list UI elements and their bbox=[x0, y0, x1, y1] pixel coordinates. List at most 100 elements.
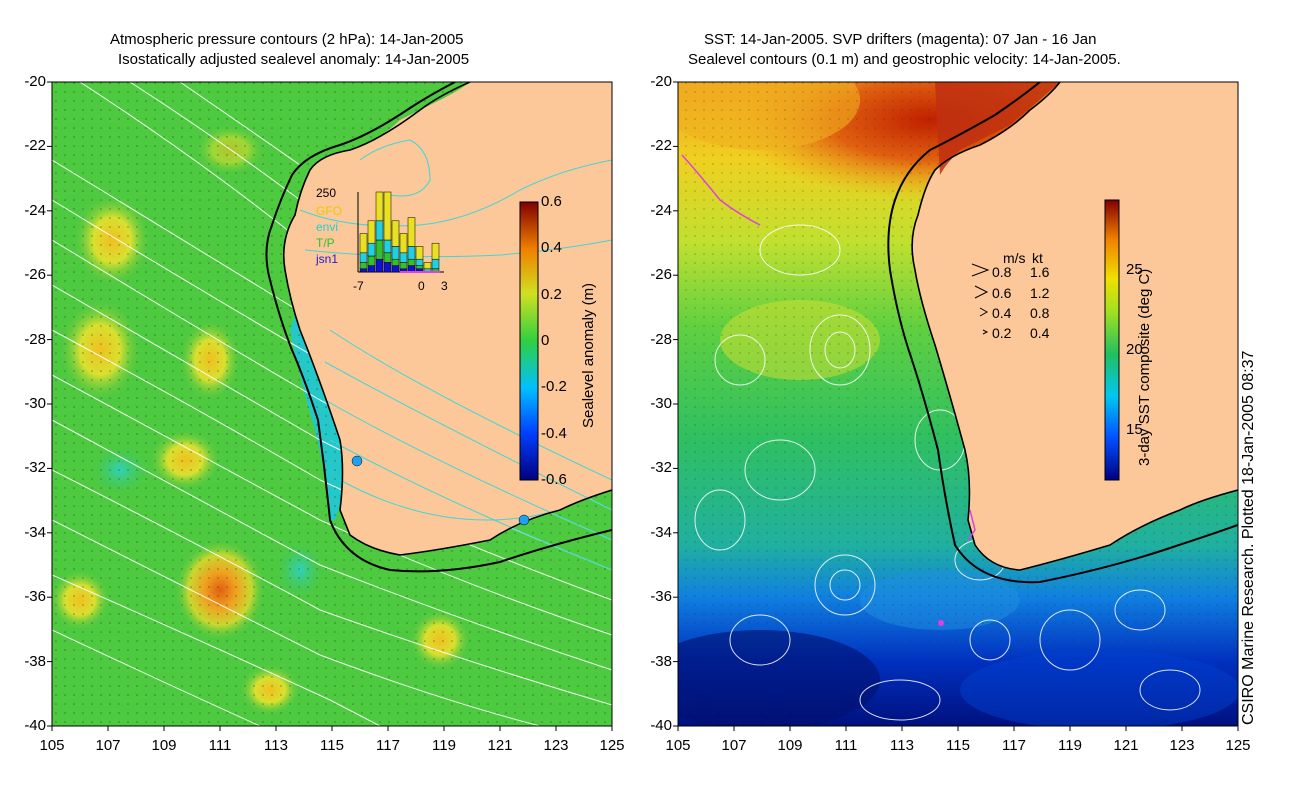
velocity-legend-kt-0: 1.6 bbox=[1030, 264, 1050, 280]
inset-xtick-2: 3 bbox=[441, 279, 448, 293]
lat-tick-label-right: -22 bbox=[650, 137, 672, 155]
right-colorbar bbox=[1104, 199, 1120, 481]
inset-bar-segment bbox=[391, 265, 400, 273]
inset-bar-segment bbox=[407, 246, 416, 260]
lon-tick-label-left: 107 bbox=[95, 737, 121, 754]
velocity-legend-kt-2: 0.8 bbox=[1030, 305, 1050, 321]
lon-tick-label-right: 109 bbox=[777, 737, 803, 754]
lon-tick-label-right: 125 bbox=[1225, 737, 1251, 754]
left-colorbar-tick: -0.4 bbox=[541, 424, 567, 442]
lon-tick-label-left: 121 bbox=[487, 737, 513, 754]
lat-tick-label-left: -22 bbox=[24, 137, 46, 155]
inset-legend-tp: T/P bbox=[316, 236, 335, 250]
lat-tick-label-left: -38 bbox=[24, 652, 46, 670]
lon-tick-label-right: 117 bbox=[1002, 737, 1026, 754]
left-colorbar-tick: -0.6 bbox=[541, 471, 567, 488]
inset-bar-segment bbox=[375, 220, 384, 241]
lat-tick-label-right: -24 bbox=[650, 201, 672, 219]
velocity-legend-kt-3: 0.4 bbox=[1030, 325, 1050, 341]
left-colorbar-label: Sealevel anomaly (m) bbox=[580, 282, 597, 428]
velocity-legend-ms-0: 0.8 bbox=[992, 264, 1012, 280]
lat-tick-label-right: -40 bbox=[650, 717, 672, 734]
inset-ymax-label: 250 bbox=[316, 186, 337, 200]
lat-tick-label-left: -30 bbox=[24, 395, 46, 412]
inset-xtick-1: 0 bbox=[418, 279, 425, 293]
inset-bar-segment bbox=[391, 258, 400, 266]
inset-bar-segment bbox=[359, 252, 368, 263]
inset-legend-envi: envi bbox=[316, 220, 339, 234]
velocity-legend-ms-2: 0.4 bbox=[992, 305, 1012, 321]
lat-tick-label-left: -40 bbox=[24, 717, 46, 734]
inset-bar-segment bbox=[367, 220, 376, 244]
lon-tick-label-left: 123 bbox=[543, 737, 569, 754]
left-title-line1: Atmospheric pressure contours (2 hPa): 1… bbox=[110, 31, 464, 48]
inset-bar-segment bbox=[423, 262, 432, 270]
inset-legend-gfo: GFO bbox=[316, 204, 342, 218]
inset-chart bbox=[357, 191, 444, 273]
velocity-legend-header-ms: m/s bbox=[1003, 250, 1026, 266]
inset-bar-segment bbox=[415, 265, 424, 270]
lat-tick-label-right: -36 bbox=[650, 588, 672, 606]
lat-tick-label-left: -20 bbox=[24, 73, 46, 90]
lat-tick-label-right: -30 bbox=[650, 395, 672, 412]
lon-tick-label-left: 125 bbox=[599, 737, 625, 754]
lat-tick-label-right: -32 bbox=[650, 459, 672, 477]
right-colorbar-label: 3-day SST composite (deg C) bbox=[1136, 268, 1153, 466]
left-colorbar-tick: 0 bbox=[541, 332, 550, 349]
lon-tick-label-right: 119 bbox=[1058, 737, 1082, 754]
lon-tick-label-left: 119 bbox=[432, 737, 456, 754]
inset-legend-jsn1: jsn1 bbox=[316, 252, 339, 266]
velocity-legend-ms-1: 0.6 bbox=[992, 285, 1012, 301]
inset-bar-segment bbox=[383, 239, 392, 254]
lon-tick-label-left: 105 bbox=[39, 737, 65, 754]
inset-bar-segment bbox=[383, 252, 392, 263]
lat-tick-label-left: -26 bbox=[24, 266, 46, 284]
inset-bar-segment bbox=[391, 246, 400, 260]
right-map bbox=[678, 82, 1238, 726]
lat-tick-label-left: -24 bbox=[24, 201, 46, 219]
inset-bar-segment bbox=[399, 262, 408, 270]
right-title-line2: Sealevel contours (0.1 m) and geostrophi… bbox=[688, 51, 1121, 68]
left-colorbar-tick: 0.4 bbox=[541, 239, 562, 257]
inset-bar-segment bbox=[367, 265, 376, 273]
lon-tick-label-left: 117 bbox=[376, 737, 400, 754]
lon-tick-label-right: 105 bbox=[665, 737, 691, 754]
inset-bar-segment bbox=[399, 252, 408, 263]
inset-bar-segment bbox=[407, 217, 416, 247]
lon-tick-label-right: 113 bbox=[890, 737, 914, 754]
inset-bar-segment bbox=[431, 258, 440, 270]
inset-bar-segment bbox=[383, 191, 392, 241]
inset-bar-segment bbox=[367, 255, 376, 266]
credit-text: CSIRO Marine Research. Plotted 18-Jan-20… bbox=[1240, 350, 1257, 725]
inset-bar-segment bbox=[391, 220, 400, 247]
right-title-line1: SST: 14-Jan-2005. SVP drifters (magenta)… bbox=[704, 31, 1097, 48]
inset-bar-segment bbox=[383, 262, 392, 273]
velocity-legend-header-kt: kt bbox=[1032, 250, 1043, 266]
inset-xtick-0: -7 bbox=[353, 279, 364, 293]
lon-tick-label-left: 109 bbox=[151, 737, 177, 754]
lat-tick-label-right: -38 bbox=[650, 652, 672, 670]
lon-tick-label-left: 113 bbox=[264, 737, 288, 754]
left-colorbar bbox=[519, 201, 539, 481]
inset-bar-segment bbox=[359, 262, 368, 270]
lat-tick-label-right: -28 bbox=[650, 330, 672, 348]
lat-tick-label-left: -28 bbox=[24, 330, 46, 348]
lon-tick-label-right: 107 bbox=[721, 737, 747, 754]
right-colorbar-tick: 20 bbox=[1126, 341, 1143, 358]
lon-tick-label-right: 111 bbox=[834, 737, 858, 754]
left-colorbar-tick: 0.2 bbox=[541, 285, 562, 303]
lon-tick-label-left: 115 bbox=[320, 737, 344, 754]
lat-tick-label-left: -36 bbox=[24, 588, 46, 606]
inset-bar-segment bbox=[375, 191, 384, 222]
inset-bar-segment bbox=[375, 258, 384, 273]
inset-bar-segment bbox=[375, 239, 384, 260]
velocity-legend-ms-3: 0.2 bbox=[992, 325, 1012, 341]
lat-tick-label-left: -34 bbox=[24, 523, 46, 541]
inset-bar-segment bbox=[415, 258, 424, 266]
inset-bar-segment bbox=[359, 268, 368, 273]
lon-tick-label-right: 123 bbox=[1169, 737, 1195, 754]
inset-bar-segment bbox=[431, 242, 440, 260]
right-colorbar-tick: 25 bbox=[1126, 261, 1143, 278]
inset-bar-segment bbox=[367, 242, 376, 257]
